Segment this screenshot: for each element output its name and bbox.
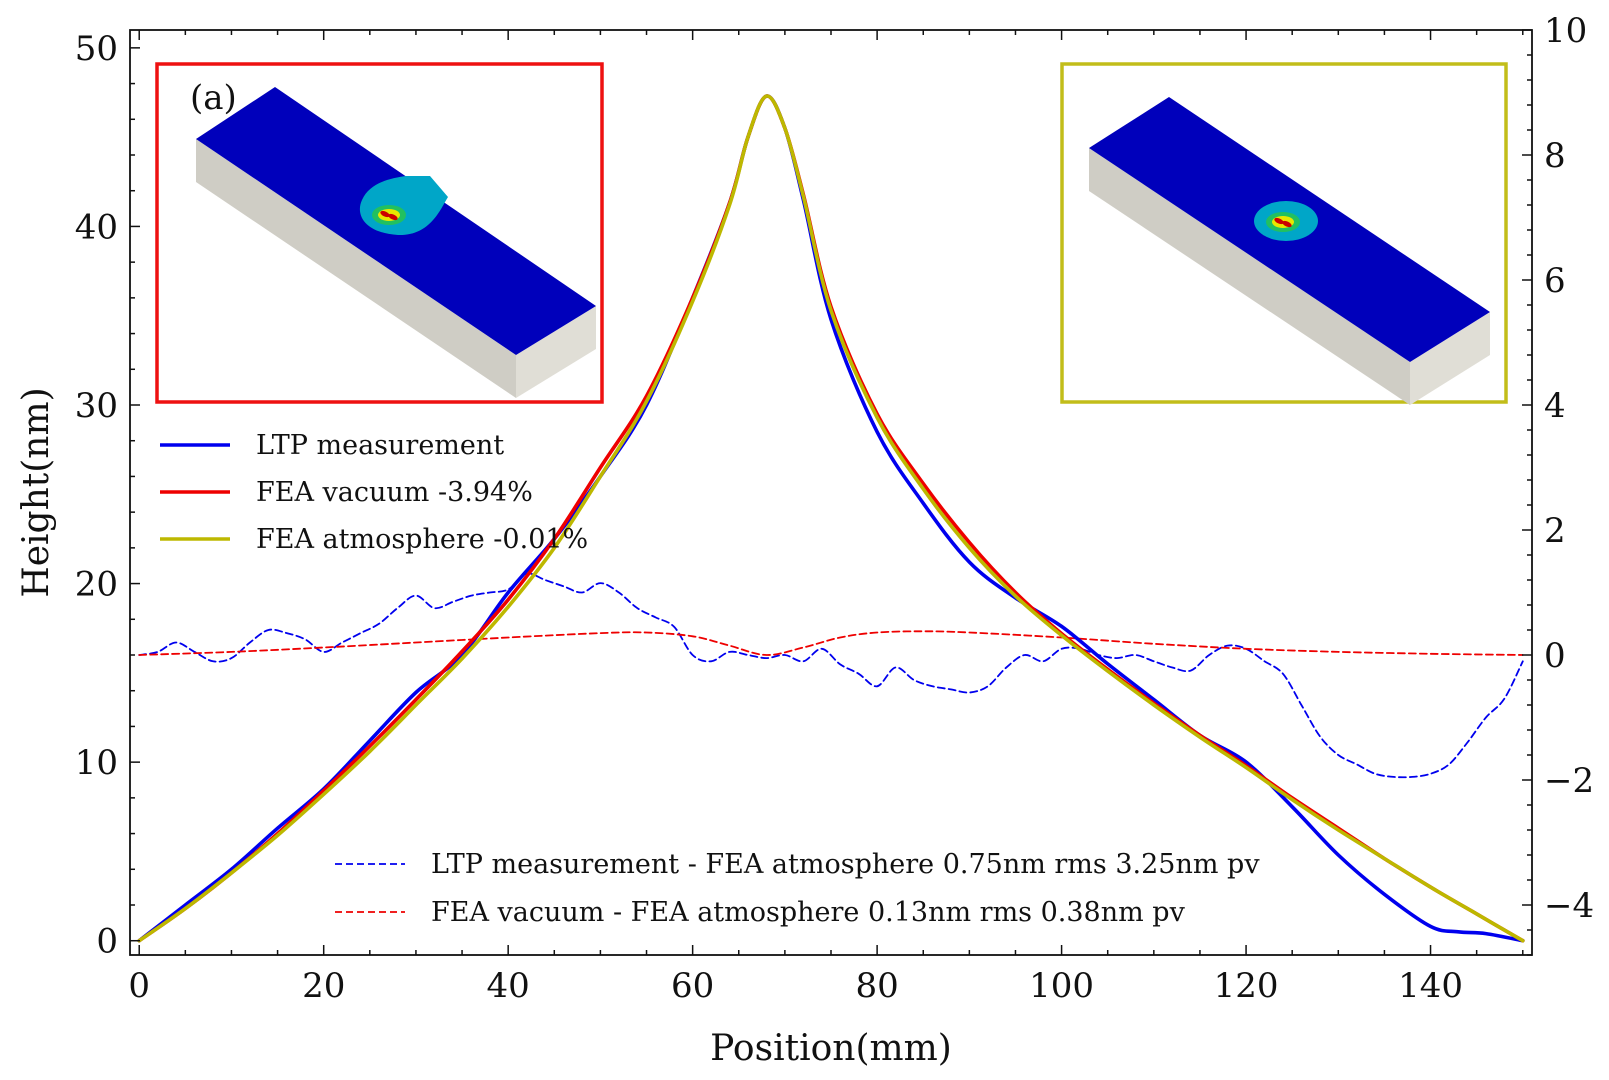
legend-top: LTP measurement FEA vacuum -3.94% FEA atmo… (160, 430, 588, 555)
inset-vacuum-hotspot (388, 213, 398, 221)
y-right-tick-label: 4 (1544, 386, 1566, 426)
inset-vacuum-hotspot (380, 210, 390, 218)
x-axis-title: Position(mm) (710, 1028, 952, 1069)
y-left-tick-label: 50 (75, 29, 118, 69)
y-axis-title: Height(nm) (16, 387, 57, 597)
y-right-tick-label: 6 (1544, 261, 1566, 301)
x-tick-label: 20 (302, 966, 345, 1006)
series-line-fea-vacuum-fea-atmosphere-0-13nm-rms-0-38nm-pv (138, 630, 1524, 656)
legend-layer: LTP measurement FEA vacuum -3.94% FEA atmo… (160, 430, 1260, 928)
y-right-tick-label: −2 (1544, 761, 1594, 801)
inset-vacuum-beam-end (516, 306, 596, 398)
x-tick-label: 120 (1214, 966, 1279, 1006)
y-right-tick-label: 2 (1544, 511, 1566, 551)
inset-atmosphere (1060, 62, 1508, 405)
legend-label: LTP measurement (256, 430, 504, 461)
inset-vacuum: (a) (155, 62, 604, 404)
insets-layer: (a) (155, 62, 1508, 405)
x-tick-label: 0 (128, 966, 150, 1006)
inset-vacuum-label: (a) (190, 78, 237, 118)
legend-label: FEA atmosphere -0.01% (256, 524, 588, 555)
y-right-tick-label: 10 (1544, 11, 1587, 51)
x-tick-label: 100 (1029, 966, 1094, 1006)
x-tick-label: 80 (855, 966, 898, 1006)
legend-label: LTP measurement - FEA atmosphere 0.75nm … (431, 849, 1260, 880)
y-left-tick-label: 40 (75, 207, 118, 247)
legend-label: FEA vacuum - FEA atmosphere 0.13nm rms 0… (431, 897, 1186, 928)
legend-bottom: LTP measurement - FEA atmosphere 0.75nm … (335, 849, 1260, 928)
legend-label: FEA vacuum -3.94% (256, 477, 533, 508)
y-left-tick-label: 30 (75, 386, 118, 426)
x-tick-label: 140 (1398, 966, 1463, 1006)
series-line-fea-atmosphere-0-01 (137, 94, 1525, 943)
inset-atmosphere-hotspot (1282, 220, 1292, 228)
series-line-ltp-measurement-fea-atmosphere-0-75nm-rms-3-25nm-pv (138, 572, 1524, 779)
axes-layer: 0 20 40 60 80 100 120 140 0 10 20 30 40 50 −4 −2 0 2 4 6 8 10… (16, 11, 1594, 1069)
inset-vacuum-beam-side (196, 139, 516, 398)
y-right-tick-label: −4 (1544, 886, 1594, 926)
inset-atmosphere-beam-end (1410, 312, 1490, 405)
y-right-tick-label: 0 (1544, 636, 1566, 676)
inset-atmosphere-hotspot (1274, 217, 1284, 225)
y-right-tick-label: 8 (1544, 136, 1566, 176)
y-left-tick-label: 10 (75, 743, 118, 783)
inset-atmosphere-beam-side (1089, 148, 1410, 405)
x-tick-label: 60 (671, 966, 714, 1006)
y-left-tick-label: 0 (96, 922, 118, 962)
x-tick-label: 40 (487, 966, 530, 1006)
y-left-tick-label: 20 (75, 565, 118, 605)
series-layer (137, 94, 1525, 943)
